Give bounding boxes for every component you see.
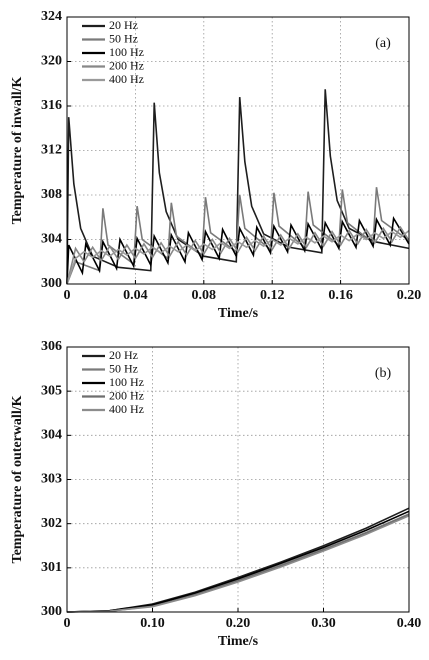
y-axis-label: Temperature of outerwall/K	[10, 395, 25, 563]
x-axis-label: Time/s	[218, 306, 259, 321]
legend-label: 100 Hz	[109, 45, 144, 59]
x-tick-label: 0.12	[260, 288, 285, 303]
series-line	[66, 229, 410, 285]
legend-label: 50 Hz	[109, 31, 138, 45]
y-tick-label: 320	[41, 54, 62, 69]
y-tick-label: 301	[41, 560, 62, 575]
legend-label: 50 Hz	[109, 361, 138, 375]
y-tick-label: 305	[41, 383, 62, 398]
legend-label: 200 Hz	[109, 58, 144, 72]
x-tick-label: 0.04	[123, 288, 148, 303]
series-line	[66, 187, 410, 285]
legend-label: 400 Hz	[109, 402, 144, 416]
y-tick-label: 324	[41, 9, 62, 24]
y-tick-label: 304	[41, 232, 62, 247]
legend-label: 400 Hz	[109, 72, 144, 86]
x-tick-label: 0.08	[192, 288, 217, 303]
x-tick-label: 0	[64, 616, 71, 631]
x-axis-label: Time/s	[218, 634, 259, 649]
y-tick-label: 300	[41, 276, 62, 291]
x-tick-label: 0.20	[226, 616, 251, 631]
x-tick-label: 0.16	[328, 288, 353, 303]
panel: 300 304 308 312 316 320 324 0 0.04 0.08 0.12 0.16 0.…	[10, 9, 421, 321]
axes-frame	[66, 346, 410, 613]
legend-label: 20 Hz	[109, 18, 138, 32]
y-tick-label: 316	[41, 98, 62, 113]
y-tick-label: 303	[41, 472, 62, 487]
axes-frame	[66, 16, 410, 285]
legend-label: 20 Hz	[109, 348, 138, 362]
legend-label: 200 Hz	[109, 388, 144, 402]
y-tick-label: 302	[41, 516, 62, 531]
x-tick-label: 0.20	[397, 288, 422, 303]
series-line	[66, 514, 410, 613]
x-tick-label: 0.40	[397, 616, 422, 631]
legend-label: 100 Hz	[109, 375, 144, 389]
annotation: (b)	[375, 366, 392, 381]
panel: 300 301 302 303 304 305 306 0 0.10 0.20 0.30 0.40 20…	[10, 339, 421, 649]
y-tick-label: 308	[41, 187, 62, 202]
y-tick-label: 306	[41, 339, 62, 354]
series-line	[66, 513, 410, 613]
annotation: (a)	[375, 36, 391, 51]
x-tick-label: 0.30	[311, 616, 336, 631]
x-tick-label: 0.10	[140, 616, 165, 631]
y-axis-label: Temperature of inwall/K	[10, 77, 25, 225]
y-tick-label: 304	[41, 428, 62, 443]
y-tick-label: 312	[41, 143, 62, 158]
x-tick-label: 0	[64, 288, 71, 303]
series-line	[66, 510, 410, 613]
series-line	[66, 225, 410, 285]
y-tick-label: 300	[41, 604, 62, 619]
